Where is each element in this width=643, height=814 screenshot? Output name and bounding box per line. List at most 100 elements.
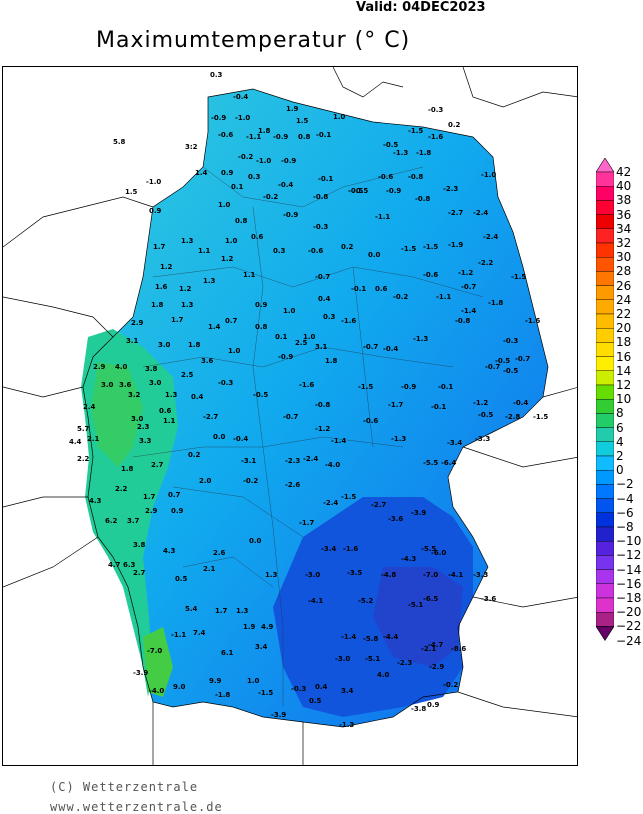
station-value: -2.6	[285, 481, 300, 489]
station-value: 1.8	[188, 341, 201, 349]
station-value: 0.9	[171, 507, 184, 515]
legend-label: −16	[616, 576, 642, 591]
station-value: -1.3	[391, 435, 406, 443]
station-value: 1.9	[286, 105, 299, 113]
legend-swatch	[595, 455, 615, 471]
legend-swatch	[595, 612, 615, 627]
station-value: -0.2	[238, 153, 253, 161]
legend-swatch	[595, 228, 615, 244]
station-value: -7.0	[147, 647, 162, 655]
legend-swatch	[595, 200, 615, 215]
legend-label: −2	[616, 477, 634, 492]
station-value: -0.7	[315, 273, 330, 281]
station-value: 1.1	[243, 271, 256, 279]
station-value: 3.3	[139, 437, 152, 445]
station-value: -1.5	[423, 243, 438, 251]
rhine-green	[91, 362, 143, 467]
legend-label: 10	[616, 392, 632, 407]
station-value: -2.8	[505, 413, 520, 421]
station-value: -0.6	[423, 271, 438, 279]
station-value: -0.7	[283, 413, 298, 421]
legend-label: 42	[616, 165, 632, 179]
legend-swatch	[595, 512, 615, 528]
legend-label: −18	[616, 591, 642, 605]
legend-label: 38	[616, 193, 632, 208]
station-value: 0.4	[191, 393, 204, 401]
station-value: -1.1	[246, 133, 261, 141]
station-value: -0.3	[503, 337, 518, 345]
station-value: 7.4	[193, 629, 206, 637]
station-value: -2.3	[285, 457, 300, 465]
station-value: -4.8	[381, 571, 396, 579]
station-value: 1.9	[243, 623, 256, 631]
station-value: -4.1	[448, 571, 463, 579]
station-value: -1.1	[375, 213, 390, 221]
station-value: -0.6	[218, 131, 233, 139]
station-value: 1.8	[121, 465, 134, 473]
station-value: -0.8	[455, 317, 470, 325]
station-value: 1.6	[155, 283, 168, 291]
station-value: 2.6	[213, 549, 226, 557]
station-value: -3.6	[388, 515, 403, 523]
station-value: -0.5	[478, 411, 493, 419]
station-value: 3:2	[185, 143, 198, 151]
station-value: -1.5	[358, 383, 373, 391]
station-value: -5.1	[365, 655, 380, 663]
legend-swatch	[595, 541, 615, 556]
station-value: 1.0	[303, 333, 316, 341]
station-value: -0.7	[363, 343, 378, 351]
station-value: -3.3	[473, 571, 488, 579]
station-value: -3.4	[447, 439, 462, 447]
station-value: 1.3	[236, 607, 249, 615]
color-legend	[595, 157, 615, 671]
station-value: -2.2	[478, 259, 493, 267]
station-value: -3.0	[305, 571, 320, 579]
station-value: -6.5	[423, 595, 438, 603]
legend-swatch	[595, 285, 615, 300]
station-value: 2.1	[203, 565, 216, 573]
station-value: 0.8	[298, 133, 311, 141]
station-value: 5.7	[77, 425, 90, 433]
station-value: -1.0	[146, 178, 161, 186]
legend-swatch	[595, 413, 615, 428]
station-value: 2.3	[137, 423, 150, 431]
station-value: 1.7	[143, 493, 156, 501]
station-values: 0.3 -0.4 -0.9 -1.0 1.5 1.0 1.9 -0.3 1.8 …	[69, 71, 548, 729]
legend-label: 24	[616, 292, 632, 307]
station-value: 0.3	[323, 313, 336, 321]
station-value: 0.1	[275, 333, 288, 341]
legend-swatch	[595, 327, 615, 343]
station-value: -1.2	[473, 399, 488, 407]
station-value: -0.5	[353, 187, 368, 195]
legend-label: 2	[616, 449, 624, 463]
station-value: 3.8	[145, 365, 158, 373]
station-value: -1.4	[341, 633, 356, 641]
station-value: -3.6	[481, 595, 496, 603]
station-value: 1.1	[198, 247, 211, 255]
station-value: 1.5	[125, 188, 138, 196]
station-value: -2.7	[203, 413, 218, 421]
station-value: 6.3	[123, 561, 136, 569]
legend-label: −6	[616, 505, 634, 520]
station-value: 0.6	[159, 407, 172, 415]
station-value: -4.1	[308, 597, 323, 605]
station-value: -1.0	[256, 157, 271, 165]
station-value: 6.1	[221, 649, 234, 657]
temperature-map: 0.3 -0.4 -0.9 -1.0 1.5 1.0 1.9 -0.3 1.8 …	[2, 66, 578, 766]
station-value: 0.0	[249, 537, 262, 545]
legend-swatch	[595, 470, 615, 485]
legend-label: 26	[616, 278, 632, 293]
station-value: 4.0	[377, 671, 390, 679]
station-value: -1.7	[388, 401, 403, 409]
station-value: 1.7	[171, 316, 184, 324]
station-value: 1.4	[195, 169, 208, 177]
legend-swatch	[595, 484, 615, 499]
legend-swatch	[595, 356, 615, 372]
legend-swatch	[595, 370, 615, 386]
legend-swatch	[595, 555, 615, 570]
station-value: -1.5	[408, 127, 423, 135]
station-value: 0.0	[368, 251, 381, 259]
station-value: 4.7	[108, 561, 121, 569]
legend-swatch	[595, 271, 615, 286]
station-value: -0.4	[383, 345, 398, 353]
